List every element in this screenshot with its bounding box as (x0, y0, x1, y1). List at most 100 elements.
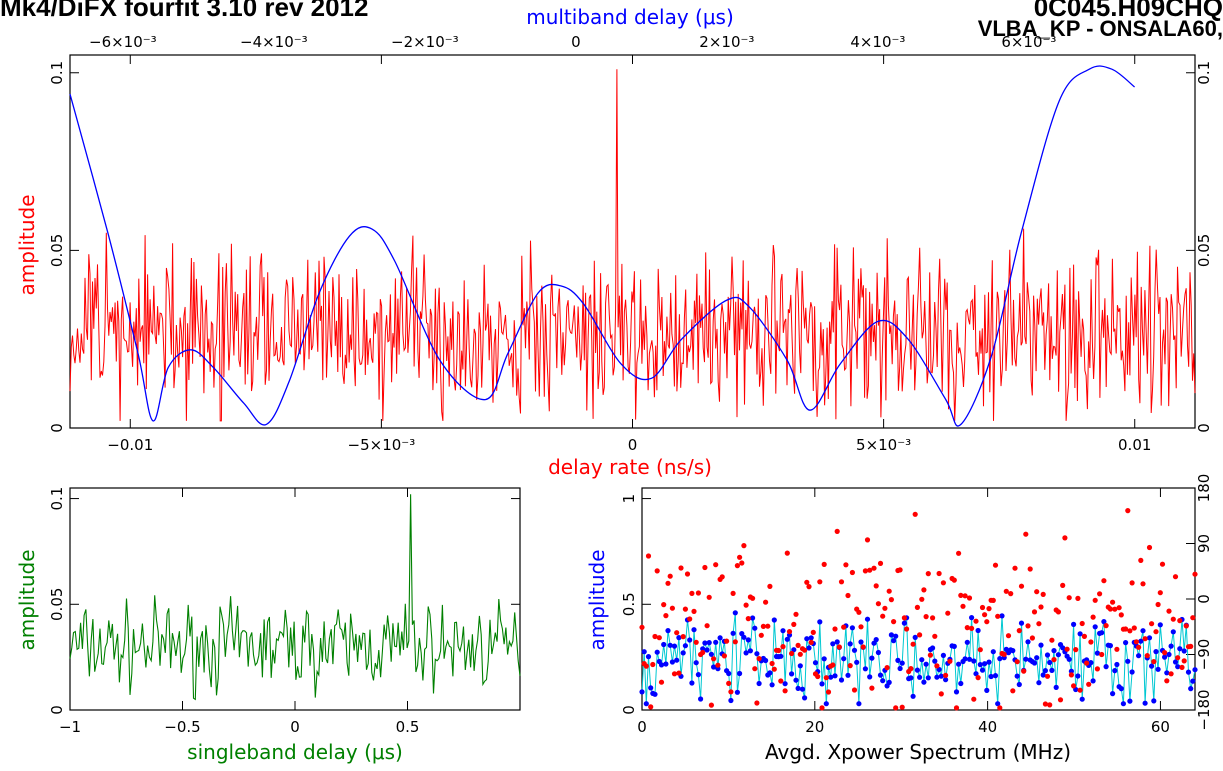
xpower-phase-point (919, 596, 925, 602)
xpower-amplitude-point (767, 670, 773, 676)
xpower-amplitude-point (1079, 696, 1085, 702)
xpower-phase-point (778, 678, 784, 684)
xpower-amplitude-point (732, 610, 738, 616)
xpower-amplitude-point (977, 662, 983, 668)
xpower-amplitude-point (737, 670, 743, 677)
xpower-phase-point (763, 599, 769, 605)
xpower-amplitude-point (1170, 629, 1176, 635)
xpower-phase-point (1055, 609, 1061, 615)
xpower-amplitude-point (1120, 701, 1126, 707)
xpower-phase-point (658, 679, 665, 685)
xpower-amplitude-point (851, 647, 858, 653)
xpower-phase-point (1138, 557, 1144, 564)
xpower-amplitude-point (1146, 635, 1153, 641)
xpower-phase-point (650, 661, 656, 668)
xpower-phase-point (977, 647, 983, 653)
xpower-amplitude-point (888, 632, 895, 638)
xpower-phase-point (1034, 589, 1040, 595)
xpower-phase-point (804, 579, 810, 585)
xpower-phase-point (1051, 657, 1057, 663)
xpower-amplitude-point (1138, 638, 1144, 644)
xpower-phase-point (1014, 659, 1020, 665)
xpower-phase-point (721, 653, 728, 659)
xpower-phase-point (756, 656, 762, 662)
xpower-amplitude-point (1090, 678, 1096, 684)
xpower-amplitude-point (986, 659, 992, 665)
xpower-amplitude-point (689, 680, 695, 686)
xpower-phase-point (669, 605, 676, 611)
xpower-phase-point (860, 644, 866, 650)
delay-rate-amplitude-label: amplitude (15, 194, 39, 295)
xpower-amplitude-point (676, 635, 682, 641)
xpower-phase-point (1084, 660, 1090, 666)
xpower-amplitude-point (1123, 640, 1129, 646)
xpower-amplitude-point (934, 674, 940, 680)
xpower-amplitude-point (808, 635, 814, 641)
xpower-phase-point (830, 662, 836, 668)
singleband-xtick-label: 0.5 (396, 718, 420, 736)
xpower-phase-point (1131, 625, 1137, 631)
xpower-phase-point (695, 590, 702, 596)
xpower-phase-point (858, 624, 864, 630)
xpower-phase-point (1060, 582, 1066, 589)
delay-rate-ytick-label: 0.05 (48, 234, 66, 267)
xpower-amplitude-point (750, 615, 756, 621)
xpower-phase-point (776, 647, 782, 654)
xpower-amplitude-point (841, 656, 847, 662)
xpower-phase-point (693, 639, 699, 645)
xpower-amplitude-point (654, 649, 660, 655)
xpower-phase-point (1123, 626, 1129, 632)
xpower-amplitude-point (953, 689, 960, 695)
xpower-amplitude-point (1103, 664, 1109, 670)
xpower-phase-point (684, 571, 691, 577)
xpower-phase-point (648, 704, 654, 710)
xpower-phase-point (700, 649, 706, 656)
xpower-amplitude-point (864, 616, 871, 622)
xpower-phase-point (645, 553, 652, 559)
xpower-phase-point (1175, 655, 1181, 661)
xpower-amplitude-point (984, 687, 990, 694)
xpower-amplitude-point (658, 662, 665, 668)
xpower-amplitude-point (1112, 668, 1118, 674)
delay-rate-ytick-label-right: 0 (1195, 423, 1213, 433)
xpower-phase-point (1049, 637, 1055, 643)
xpower-phase-point (932, 633, 938, 639)
xpower-phase-point (936, 570, 942, 577)
xpower-amplitude-point (988, 673, 994, 680)
xpower-phase-point (678, 565, 684, 571)
xpower-phase-point (713, 562, 719, 568)
xpower-amplitude-point (1192, 667, 1198, 673)
xpower-phase-point (1164, 678, 1170, 684)
xpower-phase-point (808, 639, 814, 646)
xpower-phase-point (1116, 605, 1122, 611)
xpower-amplitude-point (695, 672, 702, 678)
xpower-amplitude-point (726, 670, 732, 677)
xpower-phase-point (769, 660, 775, 667)
xpower-amplitude-point (687, 637, 693, 643)
xpower-amplitude-point (804, 636, 810, 642)
xpower-amplitude-point (665, 628, 671, 634)
xpower-amplitude-point (784, 636, 790, 642)
xpower-amplitude-point (706, 640, 712, 646)
xpower-phase-point (671, 671, 678, 677)
xpower-phase-point (1071, 683, 1077, 689)
xpower-amplitude-point (964, 639, 970, 645)
delay-rate-plot-frame (69, 54, 1196, 429)
xpower-phase-point (1012, 565, 1018, 571)
xpower-ytick-label: 0.5 (620, 592, 638, 616)
xpower-phase-point (708, 702, 715, 708)
xpower-amplitude-point (1071, 621, 1077, 628)
xpower-xtick-label: 60 (1151, 718, 1170, 736)
xpower-amplitude-point (802, 695, 808, 701)
xpower-amplitude-point (845, 672, 851, 678)
xpower-amplitude-point (895, 657, 901, 664)
xpower-phase-point (882, 605, 888, 611)
xpower-phase-point (797, 651, 803, 657)
xpower-amplitude-point (1172, 659, 1179, 665)
xpower-phase-point (1077, 687, 1083, 693)
xpower-amplitude-point (912, 634, 918, 641)
xpower-phase-point (1016, 628, 1022, 634)
xpower-phase-point (810, 629, 816, 636)
xpower-phase-point (654, 568, 660, 574)
